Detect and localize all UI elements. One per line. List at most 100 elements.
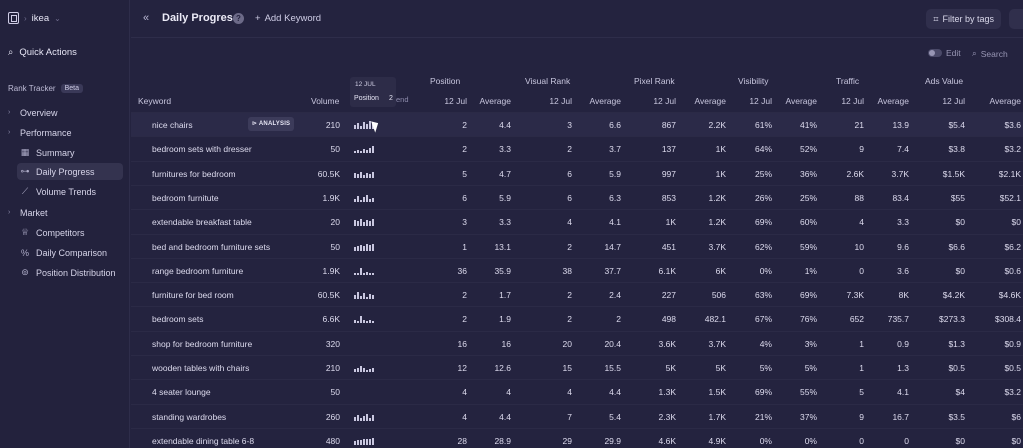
table-row[interactable]: furniture for bed room 60.5K 2 1.7 2 2.4 227 50…	[131, 282, 1023, 306]
keyword-cell[interactable]: bedroom sets	[152, 314, 204, 325]
position-trend-sparkline[interactable]	[354, 336, 378, 350]
metric-cell: 3%	[804, 338, 817, 349]
position-trend-sparkline[interactable]	[354, 117, 378, 131]
sparkline-bar	[366, 271, 368, 275]
sparkline-bar	[369, 221, 371, 227]
date-subheader[interactable]: 12 Jul	[841, 96, 864, 106]
collapse-sidebar-icon[interactable]: «	[143, 12, 150, 24]
analysis-button[interactable]: ⊳ ANALYSIS	[248, 117, 295, 131]
position-trend-sparkline[interactable]	[354, 287, 378, 301]
metric-cell: $0.5	[1004, 363, 1021, 373]
metric-cell: 227	[661, 290, 676, 301]
keyword-cell[interactable]: standing wardrobes	[152, 411, 227, 422]
table-row[interactable]: shop for bedroom furniture 320 16 16 20 20.4 3…	[131, 330, 1023, 355]
workspace-switcher[interactable]: › ikea ⌄	[8, 12, 61, 24]
group-header-position[interactable]: Position	[430, 76, 461, 86]
metric-cell: 5K	[665, 363, 676, 373]
average-subheader[interactable]: Average	[589, 96, 621, 106]
table-row[interactable]: bedroom sets 6.6K 2 1.9 2 2 498 482.1 67% 76% 652 7…	[131, 306, 1023, 330]
sidebar-item-daily-comparison[interactable]: % Daily Comparison	[17, 244, 123, 261]
sidebar-item-overview[interactable]: › Overview	[8, 104, 58, 121]
sparkline-bar	[369, 438, 371, 445]
keyword-cell[interactable]: extendable dining table 6-8	[152, 435, 255, 446]
sidebar: › ikea ⌄ ⌕ Quick Actions Rank Tracker Be…	[0, 0, 130, 448]
keyword-cell[interactable]: extendable breakfast table	[152, 217, 252, 228]
sidebar-item-competitors[interactable]: ♕ Competitors	[17, 224, 123, 241]
keyword-cell[interactable]: range bedroom furniture	[152, 265, 244, 276]
sidebar-item-summary[interactable]: ▦ Summary	[17, 144, 123, 161]
position-trend-sparkline[interactable]	[354, 239, 378, 253]
group-header-pixel-rank[interactable]: Pixel Rank	[634, 76, 675, 86]
keyword-cell[interactable]: bedroom sets with dresser	[152, 144, 252, 155]
table-row[interactable]: bed and bedroom furniture sets 50 1 13.1 2 14…	[131, 233, 1023, 258]
position-trend-sparkline[interactable]	[354, 409, 378, 423]
position-trend-sparkline[interactable]	[354, 433, 378, 447]
table-row[interactable]: wooden tables with chairs 210 12 12.6 15 15.5…	[131, 355, 1023, 379]
keyword-cell[interactable]: 4 seater lounge	[152, 387, 211, 398]
position-trend-sparkline[interactable]	[354, 190, 378, 204]
average-subheader[interactable]: Average	[877, 96, 909, 106]
average-subheader[interactable]: Average	[785, 96, 817, 106]
sidebar-item-daily-progress[interactable]: ⊶ Daily Progress	[17, 163, 123, 180]
group-header-traffic[interactable]: Traffic	[836, 76, 860, 86]
chevron-down-icon: ⌄	[54, 13, 61, 23]
metric-cell: 15	[562, 363, 572, 373]
quick-actions[interactable]: ⌕ Quick Actions	[8, 47, 77, 58]
table-row[interactable]: furnitures for bedroom 60.5K 5 4.7 6 5.9 997 1K…	[131, 160, 1023, 185]
table-row[interactable]: bedroom sets with dresser 50 2 3.3 2 3.7 137 1K…	[131, 136, 1023, 160]
sidebar-item-volume-trends[interactable]: ⟋ Volume Trends	[17, 183, 123, 200]
position-trend-sparkline[interactable]	[354, 214, 378, 228]
sidebar-item-label: Daily Comparison	[36, 247, 108, 258]
table-row[interactable]: bedroom furnitute 1.9K 6 5.9 6 6.3 853 1.2K 26% 2…	[131, 184, 1023, 209]
position-trend-sparkline[interactable]	[354, 141, 378, 155]
position-trend-sparkline[interactable]	[354, 263, 378, 277]
analysis-label: ANALYSIS	[258, 121, 291, 127]
average-subheader[interactable]: Average	[989, 96, 1021, 106]
sidebar-item-position-distribution[interactable]: ⊚ Position Distribution	[17, 264, 123, 281]
position-trend-sparkline[interactable]	[354, 384, 378, 398]
separator-icon: ›	[24, 13, 27, 23]
keyword-cell[interactable]: nice chairs	[152, 120, 193, 130]
beta-badge: Beta	[60, 84, 83, 93]
keyword-cell[interactable]: bed and bedroom furniture sets	[152, 241, 271, 252]
search-button[interactable]: ⌕ Search	[972, 48, 1008, 59]
group-header-ads-value[interactable]: Ads Value	[925, 76, 964, 86]
edit-toggle[interactable]: Edit	[928, 48, 961, 58]
metric-cell: 3.7K	[891, 168, 910, 179]
table-row[interactable]: standing wardrobes 260 4 4.4 7 5.4 2.3K 1.7K 21%…	[131, 403, 1023, 428]
help-icon[interactable]: ?	[233, 13, 244, 24]
keyword-cell[interactable]: wooden tables with chairs	[152, 363, 250, 373]
keyword-cell[interactable]: bedroom furnitute	[152, 192, 219, 203]
average-subheader[interactable]: Average	[694, 96, 726, 106]
workspace-name: ikea	[31, 12, 50, 24]
date-subheader[interactable]: 12 Jul	[549, 96, 572, 106]
panel-toggle-button[interactable]	[1009, 9, 1023, 29]
group-header-visual-rank[interactable]: Visual Rank	[525, 76, 571, 86]
volume-header[interactable]: Volume	[311, 96, 340, 106]
sidebar-item-performance[interactable]: › Performance	[8, 124, 72, 141]
metric-cell: 62%	[754, 241, 772, 252]
table-row[interactable]: range bedroom furniture 1.9K 36 35.9 38 37.7 6…	[131, 257, 1023, 282]
metric-cell: 41%	[799, 120, 817, 130]
table-row[interactable]: nice chairs ⊳ ANALYSIS 210 2 4.4 3 6.6 867 2.2K 6…	[131, 112, 1023, 136]
date-subheader[interactable]: 12 Jul	[444, 96, 467, 106]
position-trend-sparkline[interactable]	[354, 360, 378, 374]
date-subheader[interactable]: 12 Jul	[653, 96, 676, 106]
table-row[interactable]: extendable dining table 6-8 480 28 28.9 29 29…	[131, 427, 1023, 448]
average-subheader[interactable]: Average	[479, 96, 511, 106]
metric-cell: $52.1	[999, 192, 1021, 203]
date-subheader[interactable]: 12 Jul	[749, 96, 772, 106]
position-trend-sparkline[interactable]	[354, 166, 378, 180]
keyword-cell[interactable]: furnitures for bedroom	[152, 168, 236, 179]
group-header-visibility[interactable]: Visibility	[738, 76, 769, 86]
table-row[interactable]: 4 seater lounge 50 4 4 4 4.4 1.3K 1.5K 69% 55% 5 4.…	[131, 379, 1023, 403]
add-keyword-button[interactable]: + Add Keyword	[255, 13, 321, 24]
table-row[interactable]: extendable breakfast table 20 3 3.3 4 4.1 1K 1.…	[131, 209, 1023, 233]
sidebar-item-market[interactable]: › Market	[8, 204, 48, 221]
date-subheader[interactable]: 12 Jul	[942, 96, 965, 106]
keyword-cell[interactable]: shop for bedroom furniture	[152, 338, 253, 349]
keyword-cell[interactable]: furniture for bed room	[152, 290, 234, 301]
filter-by-tags-button[interactable]: ⌗ Filter by tags	[926, 9, 1001, 29]
keyword-header[interactable]: Keyword	[138, 96, 172, 106]
position-trend-sparkline[interactable]	[354, 311, 378, 325]
